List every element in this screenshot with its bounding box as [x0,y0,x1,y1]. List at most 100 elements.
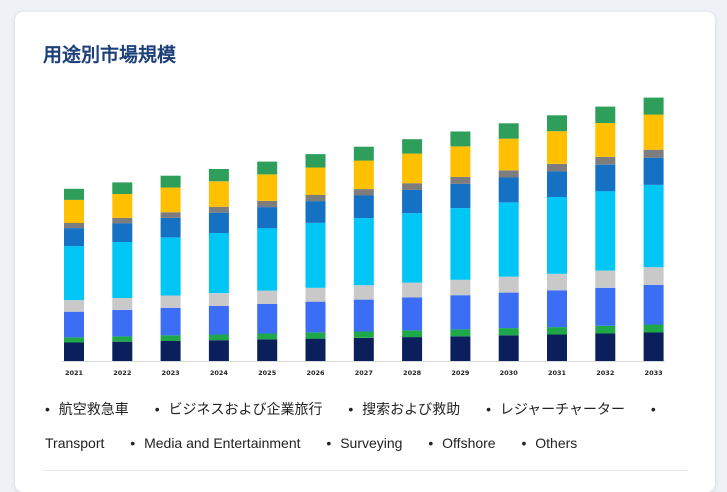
legend-label: Offshore [442,435,496,451]
bar-segment-2031-0 [547,334,567,361]
bar-segment-2025-0 [257,339,278,361]
bar-segment-2026-4 [305,223,326,288]
legend-item: • 搜索および救助 [348,401,460,417]
bar-segment-2023-1 [160,335,181,341]
bar-segment-2022-4 [112,242,133,298]
bar-segment-2025-1 [257,333,278,340]
bar-segment-2023-8 [160,175,181,188]
bar-segment-2026-3 [305,287,326,302]
bar-segment-2023-5 [160,217,181,238]
legend-bullet: • [650,401,656,417]
legend-label: Others [535,435,578,451]
bar-segment-2022-5 [112,223,133,242]
legend-item: • Surveying [326,435,402,451]
bar-segment-2029-5 [450,183,471,209]
legend-bullet: • [348,401,354,417]
bar-segment-2029-1 [450,329,471,337]
x-tick-label: 2025 [258,369,277,377]
bar-segment-2032-8 [595,106,616,123]
legend-item: • Transport [45,401,661,451]
x-tick-label: 2031 [548,369,567,377]
legend-label: Media and Entertainment [144,435,301,451]
bar-segment-2027-4 [353,218,374,286]
legend-label: レジャーチャーター [499,401,626,417]
bar-segment-2026-8 [305,154,326,168]
bar-segment-2030-8 [498,123,519,139]
bar-segment-2029-2 [450,295,471,330]
x-tick-label: 2028 [403,369,422,377]
legend-label: ビジネスおよび企業旅行 [168,401,323,417]
bar-segment-2021-7 [64,199,84,223]
bar-segment-2027-0 [353,337,374,361]
bar-segment-2026-7 [305,167,326,195]
bar-segment-2029-7 [450,146,471,177]
bar-segment-2026-6 [305,195,326,202]
bar-segment-2025-5 [257,207,278,229]
bar-segment-2022-8 [112,182,133,194]
bar-segment-2030-3 [498,276,519,293]
legend-item: • Media and Entertainment [130,435,300,451]
bar-segment-2027-6 [353,189,374,196]
bar-segment-2022-7 [112,194,133,218]
bar-segment-2031-6 [547,163,567,172]
bar-segment-2021-3 [64,300,84,312]
bar-segment-2033-1 [643,324,664,333]
bar-segment-2028-6 [402,183,423,190]
bar-segment-2026-1 [305,332,326,339]
bar-segment-2033-3 [643,267,664,285]
bar-segment-2030-2 [498,292,519,329]
bar-segment-2030-0 [498,335,519,361]
bar-segment-2031-3 [547,273,567,291]
bar-segment-2030-4 [498,202,519,277]
bar-segment-2030-5 [498,177,519,203]
bar-segment-2021-8 [64,188,84,200]
bar-segment-2030-6 [498,170,519,178]
legend-label: 航空救急車 [58,401,129,417]
bar-segment-2027-7 [353,160,374,189]
bar-segment-2031-2 [547,290,567,328]
x-tick-label: 2030 [500,369,519,377]
bar-segment-2026-2 [305,301,326,333]
bar-segment-2022-3 [112,298,133,310]
bar-segment-2028-5 [402,189,423,214]
x-tick-label: 2021 [65,369,84,377]
bar-segment-2026-5 [305,201,326,223]
bar-segment-2028-1 [402,330,423,338]
chart-card: 用途別市場規模 2021 2022 2023 2024 2025 2026 2027 2028… [15,12,715,492]
legend-item: • レジャーチャーター [486,401,625,417]
x-tick-label: 2027 [355,369,373,377]
bar-segment-2027-3 [353,285,374,300]
bar-segment-2023-4 [160,237,181,296]
bar-segment-2028-8 [402,139,423,154]
x-tick-label: 2029 [451,369,470,377]
bar-segment-2029-4 [450,208,471,280]
bar-segment-2029-0 [450,336,471,361]
legend-item: • ビジネスおよび企業旅行 [155,401,323,417]
legend-bullet: • [154,401,160,417]
bar-segment-2027-5 [353,195,374,219]
chart-title: 用途別市場規模 [43,44,177,66]
bar-segment-2032-1 [595,325,616,334]
bar-segment-2033-8 [643,97,664,115]
bar-segment-2032-6 [595,156,616,165]
x-tick-label: 2026 [306,369,325,377]
chart-legend: • 航空救急車 • ビジネスおよび企業旅行 • 搜索および救助 • レジャーチャ… [45,392,695,460]
legend-item: • Others [521,435,577,451]
bar-segment-2028-2 [402,297,423,331]
bar-segment-2028-7 [402,153,423,184]
bar-segment-2024-7 [208,181,229,207]
legend-bullet: • [45,401,50,417]
legend-bullet: • [428,435,434,451]
bar-segment-2021-2 [64,311,84,338]
bar-segment-2029-8 [450,131,471,147]
bar-segment-2033-2 [643,284,664,325]
x-tick-label: 2024 [210,369,229,377]
bar-segment-2032-0 [595,333,616,361]
bar-segment-2022-1 [112,336,133,342]
bar-segment-2033-0 [643,332,664,361]
bar-segment-2032-3 [595,270,616,288]
legend-item: • Offshore [428,435,495,451]
legend-bullet: • [486,401,491,417]
bar-segment-2024-1 [208,334,229,341]
bar-segment-2028-3 [402,282,423,298]
